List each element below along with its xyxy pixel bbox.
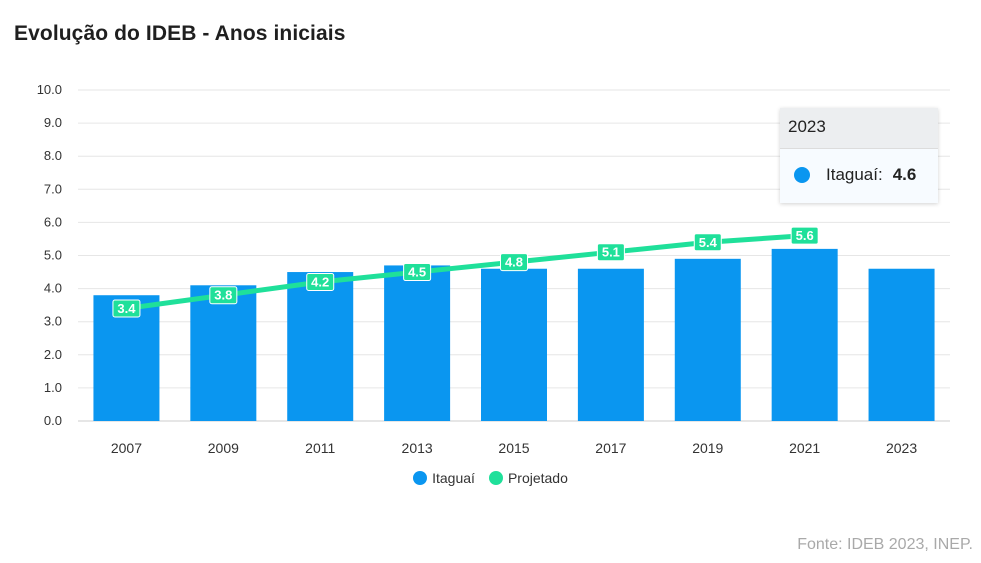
bar-itaguai-2023[interactable] — [868, 268, 935, 421]
projetado-point-2021[interactable] — [790, 226, 819, 245]
x-tick-label: 2017 — [595, 440, 626, 456]
projetado-point-2011[interactable] — [306, 272, 335, 291]
x-tick-label: 2021 — [789, 440, 820, 456]
tooltip-series-name: Itaguaí: — [826, 165, 883, 184]
projetado-data-label: 4.8 — [505, 255, 523, 270]
legend-item-itaguai[interactable]: Itaguaí — [413, 470, 475, 486]
y-tick-label: 7.0 — [44, 181, 62, 196]
tooltip-header: 2023 — [780, 108, 938, 149]
legend-label-projetado: Projetado — [507, 470, 568, 486]
projetado-data-label: 4.2 — [311, 274, 329, 289]
y-tick-label: 3.0 — [44, 314, 62, 329]
projetado-data-label: 4.5 — [408, 265, 426, 280]
projetado-line — [123, 233, 808, 311]
y-tick-label: 2.0 — [44, 347, 62, 362]
bar-itaguai-2009[interactable] — [190, 285, 257, 421]
legend-dot-projetado — [488, 471, 503, 485]
projetado-point-2007[interactable] — [112, 299, 141, 318]
bar-itaguai-2017[interactable] — [577, 268, 644, 421]
y-tick-label: 6.0 — [44, 214, 62, 229]
y-tick-label: 4.0 — [44, 281, 62, 296]
bar-itaguai-2021[interactable] — [771, 248, 838, 421]
bar-itaguai-2013[interactable] — [384, 265, 451, 421]
bar-itaguai-2019[interactable] — [674, 258, 741, 421]
legend-label-itaguai: Itaguaí — [432, 470, 475, 486]
tooltip-series-dot — [794, 167, 810, 183]
bar-itaguai-2011[interactable] — [287, 272, 354, 421]
x-tick-label: 2019 — [692, 440, 723, 456]
legend-dot-itaguai — [413, 471, 428, 485]
projetado-point-2019[interactable] — [693, 233, 722, 252]
projetado-point-2009[interactable] — [209, 286, 238, 305]
chart-legend: Itaguaí Projetado — [0, 470, 981, 486]
bar-itaguai-2015[interactable] — [481, 268, 547, 421]
legend-item-projetado[interactable]: Projetado — [488, 470, 568, 486]
y-tick-label: 10.0 — [37, 82, 62, 97]
source-note: Fonte: IDEB 2023, INEP. — [797, 536, 973, 553]
projetado-data-label: 5.1 — [602, 245, 620, 260]
y-tick-label: 5.0 — [44, 248, 62, 263]
x-tick-label: 2007 — [111, 440, 142, 456]
projetado-point-2013[interactable] — [403, 263, 432, 282]
y-tick-label: 8.0 — [44, 148, 62, 163]
x-tick-label: 2023 — [886, 440, 917, 456]
x-tick-label: 2011 — [305, 440, 335, 456]
x-tick-label: 2015 — [498, 440, 529, 456]
tooltip-value: 4.6 — [892, 165, 917, 184]
chart-tooltip: 2023 Itaguaí: 4.6 — [780, 108, 938, 203]
projetado-data-label: 3.4 — [117, 301, 136, 316]
y-tick-label: 0.0 — [44, 413, 62, 428]
x-tick-label: 2013 — [402, 440, 433, 456]
projetado-point-2017[interactable] — [596, 243, 625, 262]
y-tick-label: 1.0 — [44, 380, 62, 395]
tooltip-body: Itaguaí: 4.6 — [780, 149, 938, 185]
projetado-data-label: 3.8 — [214, 288, 232, 303]
projetado-data-label: 5.4 — [699, 235, 718, 250]
x-tick-label: 2009 — [208, 440, 239, 456]
chart-title: Evolução do IDEB - Anos iniciais — [14, 22, 346, 45]
y-tick-label: 9.0 — [44, 115, 62, 130]
projetado-data-label: 5.6 — [796, 228, 814, 243]
projetado-point-2015[interactable] — [500, 253, 528, 272]
